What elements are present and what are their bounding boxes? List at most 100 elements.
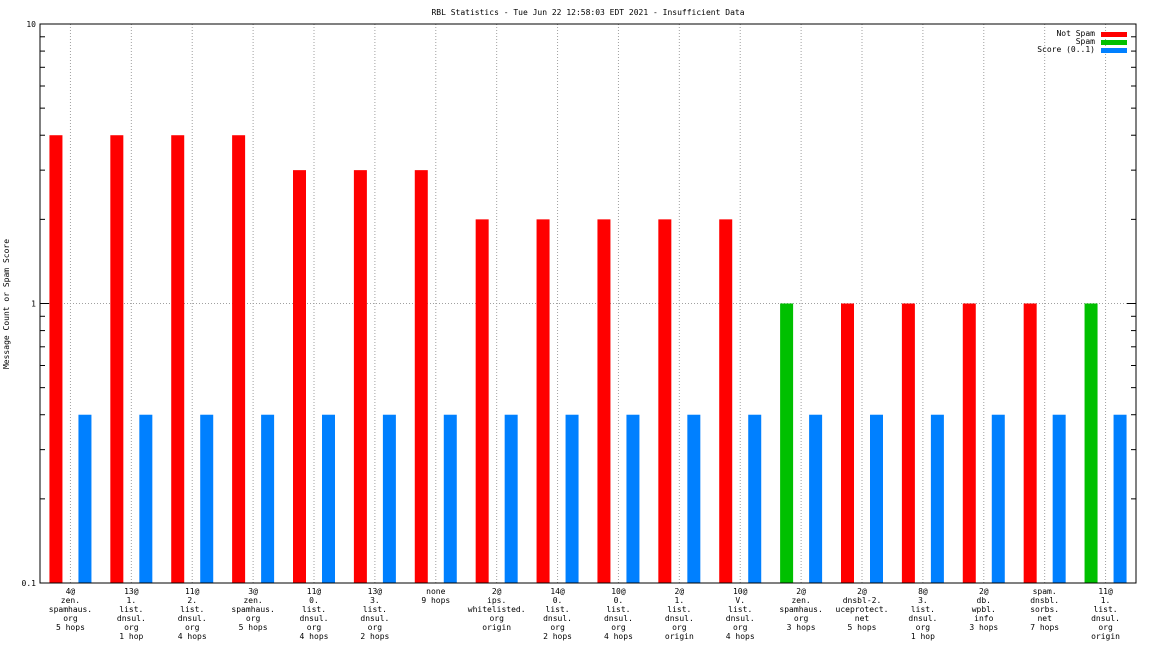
x-tick-label-line: spam.	[1033, 587, 1057, 596]
x-tick-label-line: net	[855, 614, 870, 623]
bar-score-0-1	[504, 414, 518, 583]
x-tick-label-line: whitelisted.	[468, 605, 526, 614]
legend-swatch	[1101, 48, 1127, 53]
legend-label: Not Spam	[1056, 29, 1095, 38]
x-tick-label-line: org	[63, 614, 78, 623]
x-tick-label-line: 3.	[370, 596, 380, 605]
x-tick-label-line: 0.	[309, 596, 319, 605]
bar-not-spam	[536, 219, 550, 583]
x-tick-label-line: list.	[180, 605, 204, 614]
x-tick-label-line: list.	[119, 605, 143, 614]
y-tick-label: 10	[26, 20, 36, 29]
bar-not-spam	[658, 219, 672, 583]
x-tick-label: 2@ dnsbl-2. uceprotect. net 5 hops	[836, 587, 889, 632]
legend-swatch	[1101, 32, 1127, 37]
x-tick-label-line: 2 hops	[543, 632, 572, 641]
x-tick-label-line: info	[974, 614, 993, 623]
x-tick-label-line: 3 hops	[969, 623, 998, 632]
x-tick-label-line: uceprotect.	[836, 605, 889, 614]
x-tick-label-line: org	[1098, 623, 1113, 632]
x-tick-label-line: org	[794, 614, 809, 623]
x-tick-label-line: zen.	[791, 596, 810, 605]
bar-not-spam	[901, 303, 915, 583]
x-tick-label-line: 4 hops	[178, 632, 207, 641]
x-tick-label: 2@ ips. whitelisted. org origin	[468, 587, 526, 632]
x-tick-label-line: org	[246, 614, 261, 623]
x-tick-label-line: 13@	[368, 587, 383, 596]
x-tick-label-line: 1.	[675, 596, 685, 605]
x-tick-label: 10@ V. list. dnsul. org 4 hops	[726, 587, 755, 641]
x-tick-label-line: none	[426, 587, 445, 596]
bars-layer	[49, 135, 1127, 584]
x-tick-label-line: 1 hop	[911, 632, 935, 641]
y-tick-label: 1	[31, 300, 36, 309]
bar-score-0-1	[565, 414, 579, 583]
x-tick-label-line: spamhaus.	[49, 605, 92, 614]
x-tick-label-line: 5 hops	[56, 623, 85, 632]
x-tick-label-line: 2@	[675, 587, 685, 596]
x-tick-label: 3@ zen. spamhaus. org 5 hops	[231, 587, 274, 632]
x-tick-label-line: list.	[728, 605, 752, 614]
x-tick-label-line: org	[550, 623, 565, 632]
x-tick-label-line: 5 hops	[239, 623, 268, 632]
x-tick-label-line: 2.	[187, 596, 197, 605]
x-tick-label-line: list.	[302, 605, 326, 614]
x-tick-label: 11@ 2. list. dnsul. org 4 hops	[178, 587, 207, 641]
bar-score-0-1	[382, 414, 396, 583]
x-tick-label-line: org	[307, 623, 322, 632]
bar-not-spam	[232, 135, 246, 583]
x-tick-label-line: 11@	[185, 587, 200, 596]
bar-not-spam	[841, 303, 854, 583]
x-tick-label: 13@ 3. list. dnsul. org 2 hops	[360, 587, 389, 641]
x-tick-label-line: org	[124, 623, 139, 632]
x-tick-label-line: dnsul.	[1091, 614, 1120, 623]
bar-score-0-1	[991, 414, 1005, 583]
bar-score-0-1	[139, 414, 153, 583]
x-tick-label-line: 11@	[1098, 587, 1113, 596]
x-tick-label-line: 2@	[492, 587, 502, 596]
bar-score-0-1	[687, 414, 701, 583]
x-tick-label-line: list.	[911, 605, 935, 614]
x-tick-label-line: list.	[1094, 605, 1118, 614]
x-tick-label: none 9 hops	[421, 587, 450, 605]
x-tick-label: 2@ zen. spamhaus. org 3 hops	[779, 587, 822, 632]
x-tick-label-line: dnsul.	[360, 614, 389, 623]
bar-not-spam	[414, 170, 428, 584]
x-tick-label-line: 1.	[127, 596, 137, 605]
x-tick-label-line: 2@	[979, 587, 989, 596]
bar-not-spam	[171, 135, 185, 583]
x-tick-label-line: 3@	[248, 587, 258, 596]
x-tick-label-line: spamhaus.	[231, 605, 274, 614]
x-tick-label-line: 13@	[124, 587, 139, 596]
x-tick-label-line: 4 hops	[726, 632, 755, 641]
x-tick-label-line: dnsul.	[117, 614, 146, 623]
x-tick-label: 10@ 0. list. dnsul. org 4 hops	[604, 587, 633, 641]
x-tick-label-line: dnsul.	[908, 614, 937, 623]
bar-score-0-1	[626, 414, 640, 583]
x-tick-label-line: 8@	[918, 587, 928, 596]
x-tick-label-line: origin	[482, 623, 511, 632]
bar-score-0-1	[1113, 414, 1127, 583]
legend-swatch	[1101, 40, 1127, 45]
x-tick-label-line: net	[1037, 614, 1052, 623]
bar-not-spam	[962, 303, 976, 583]
x-tick-label-line: zen.	[61, 596, 80, 605]
x-tick-label-line: 11@	[307, 587, 322, 596]
bar-score-0-1	[200, 414, 214, 583]
x-tick-label-line: list.	[667, 605, 691, 614]
bar-not-spam	[353, 170, 367, 584]
x-tick-label-line: V.	[735, 596, 745, 605]
x-tick-label-line: org	[611, 623, 626, 632]
x-tick-label-line: list.	[363, 605, 387, 614]
x-tick-label-line: wpbl.	[972, 605, 996, 614]
x-tick-label-line: dnsul.	[604, 614, 633, 623]
x-tick-label: 11@ 0. list. dnsul. org 4 hops	[300, 587, 329, 641]
bar-not-spam	[110, 135, 124, 583]
x-tick-label-line: org	[672, 623, 687, 632]
x-tick-label-line: 0.	[553, 596, 563, 605]
bar-score-0-1	[930, 414, 944, 583]
x-tick-label: 13@ 1. list. dnsul. org 1 hop	[117, 587, 146, 641]
x-tick-label-line: list.	[546, 605, 570, 614]
x-tick-label-line: db.	[977, 596, 991, 605]
